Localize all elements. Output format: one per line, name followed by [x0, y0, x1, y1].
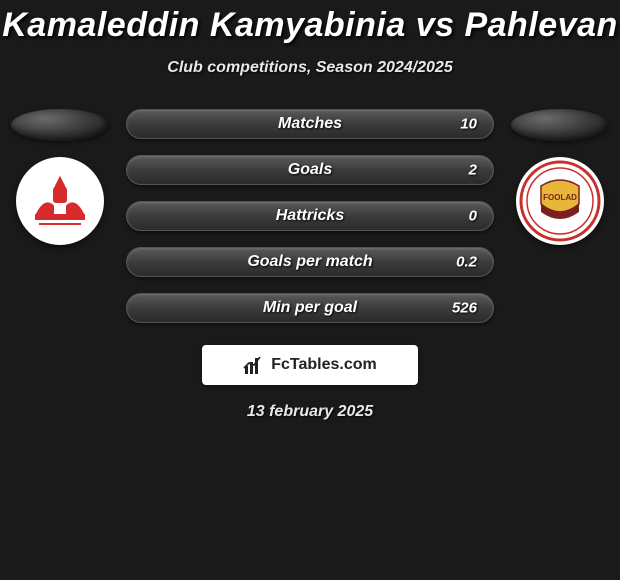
snapshot-date: 13 february 2025	[0, 403, 620, 421]
stat-label: Goals	[288, 161, 332, 179]
right-player-column: FOOLAD FC	[508, 109, 612, 245]
stat-label: Goals per match	[247, 253, 372, 271]
page-title: Kamaleddin Kamyabinia vs Pahlevan	[0, 6, 620, 45]
stat-value: 10	[460, 116, 477, 133]
brand-watermark[interactable]: FcTables.com	[202, 345, 418, 385]
stat-value: 0	[469, 208, 477, 225]
stat-row-goals: Goals 2	[126, 155, 494, 185]
stat-row-matches: Matches 10	[126, 109, 494, 139]
svg-text:FC: FC	[555, 205, 564, 212]
stat-row-min-per-goal: Min per goal 526	[126, 293, 494, 323]
left-player-column	[8, 109, 112, 245]
comparison-body: Matches 10 Goals 2 Hattricks 0 Goals per…	[0, 109, 620, 323]
left-club-badge	[16, 157, 104, 245]
season-subtitle: Club competitions, Season 2024/2025	[0, 59, 620, 77]
stat-value: 0.2	[456, 254, 477, 271]
left-player-placeholder	[11, 109, 109, 141]
stats-list: Matches 10 Goals 2 Hattricks 0 Goals per…	[112, 109, 508, 323]
stat-label: Matches	[278, 115, 342, 133]
stat-value: 526	[452, 300, 477, 317]
comparison-card: Kamaleddin Kamyabinia vs Pahlevan Club c…	[0, 0, 620, 421]
brand-text: FcTables.com	[271, 356, 377, 374]
stat-row-goals-per-match: Goals per match 0.2	[126, 247, 494, 277]
foolad-crest-icon: FOOLAD FC	[519, 160, 601, 242]
stat-value: 2	[469, 162, 477, 179]
stat-label: Hattricks	[276, 207, 344, 225]
right-club-badge: FOOLAD FC	[516, 157, 604, 245]
right-player-placeholder	[511, 109, 609, 141]
stat-label: Min per goal	[263, 299, 357, 317]
svg-text:FOOLAD: FOOLAD	[543, 193, 577, 202]
persepolis-crest-icon	[25, 166, 95, 236]
bar-chart-icon	[243, 354, 265, 376]
stat-row-hattricks: Hattricks 0	[126, 201, 494, 231]
